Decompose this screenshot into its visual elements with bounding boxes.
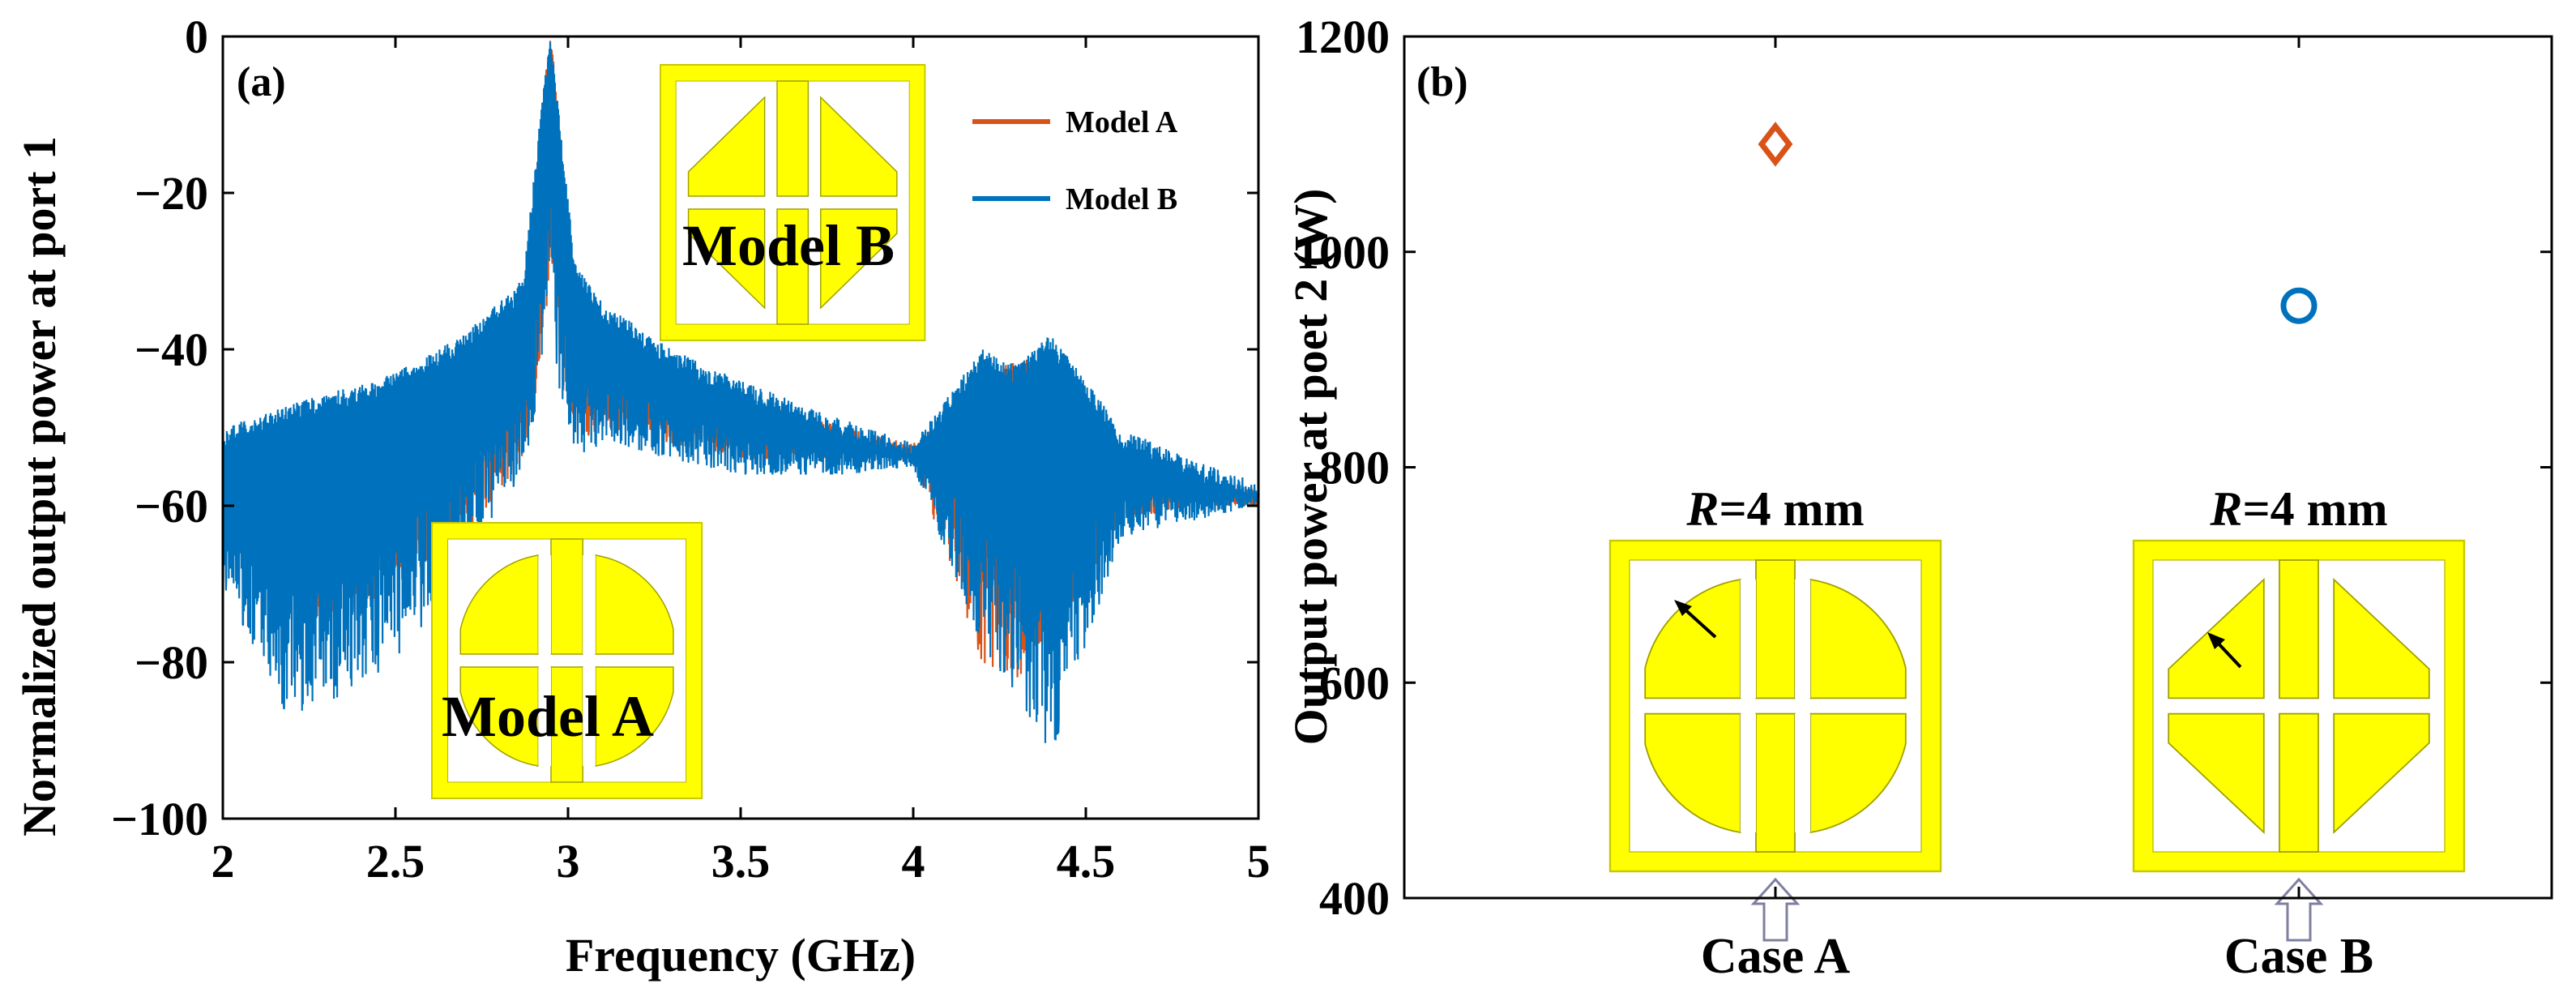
y-axis-label-a: Normalized output power at port 1 [13,136,66,836]
y-tick-label-a: −40 [135,323,208,376]
x-tick-label-a: 4 [902,835,925,888]
x-axis-label-a: Frequency (GHz) [566,929,916,982]
inset-model-a-label: Model A [442,684,654,749]
y-tick-label-b: 1200 [1296,11,1390,63]
x-tick-label-a: 3.5 [711,835,771,888]
x-tick-label-a: 3 [557,835,580,888]
y-tick-label-a: 0 [185,11,208,63]
radius-arrow-case-a [1680,605,1717,639]
x-tick-label-a: 5 [1247,835,1271,888]
pointer-arrow-case-a [1750,877,1801,942]
panel-label-a: (a) [237,59,286,105]
series-group-a [223,41,1258,743]
y-tick-label-a: −100 [111,793,208,845]
inset-model-a [431,522,703,799]
legend-label-model-a: Model A [1066,105,1178,139]
series-line-model-b [223,42,1258,743]
inset-case-a [1608,539,1942,873]
inset-case-a-r-label: R=4 mm [1685,482,1864,536]
y-tick-label-a: −60 [135,480,208,533]
ticks-b: 400 600 800 1000 1200 [1296,11,2552,925]
panel-b: R=4 mm R=4 mm 400 600 800 1000 1200 (b) Case… [1284,11,2553,984]
legend-label-model-b: Model B [1066,182,1177,216]
y-tick-label-b: 600 [1319,657,1390,709]
y-tick-label-a: −20 [135,167,208,220]
marker-case-b [2280,287,2318,324]
y-tick-label-b: 400 [1319,872,1390,925]
radius-arrowhead-case-a [1674,600,1692,616]
legend-a: Model A Model B [972,105,1178,216]
y-tick-label-b: 1000 [1296,226,1390,279]
y-tick-label-b: 800 [1319,442,1390,494]
marker-case-a [1758,122,1793,167]
x-tick-label-a: 2 [211,835,235,888]
x-category-label-case-b: Case B [2224,929,2373,984]
panel-a: Model B Model A Model A Model B 2 2.5 3 3.5… [13,11,1271,982]
ticks-a: 2 2.5 3 3.5 4 4.5 5 −100 −80 −60 −40 −20 0 [111,11,1271,888]
x-tick-label-a: 4.5 [1057,835,1116,888]
x-tick-label-a: 2.5 [366,835,425,888]
y-axis-label-b: Output power at poet 2 (W) [1284,189,1337,746]
radius-arrowhead-case-b [2207,632,2225,649]
panel-label-b: (b) [1416,59,1468,105]
x-category-label-case-a: Case A [1701,929,1851,984]
inset-case-b-r-label: R=4 mm [2209,482,2387,536]
markers-b [1758,122,2318,324]
inset-case-b [2132,539,2466,873]
inset-model-b-label: Model B [682,213,895,278]
inset-model-b [660,64,926,341]
pointer-arrow-case-b [2274,877,2324,942]
y-tick-label-a: −80 [135,636,208,689]
